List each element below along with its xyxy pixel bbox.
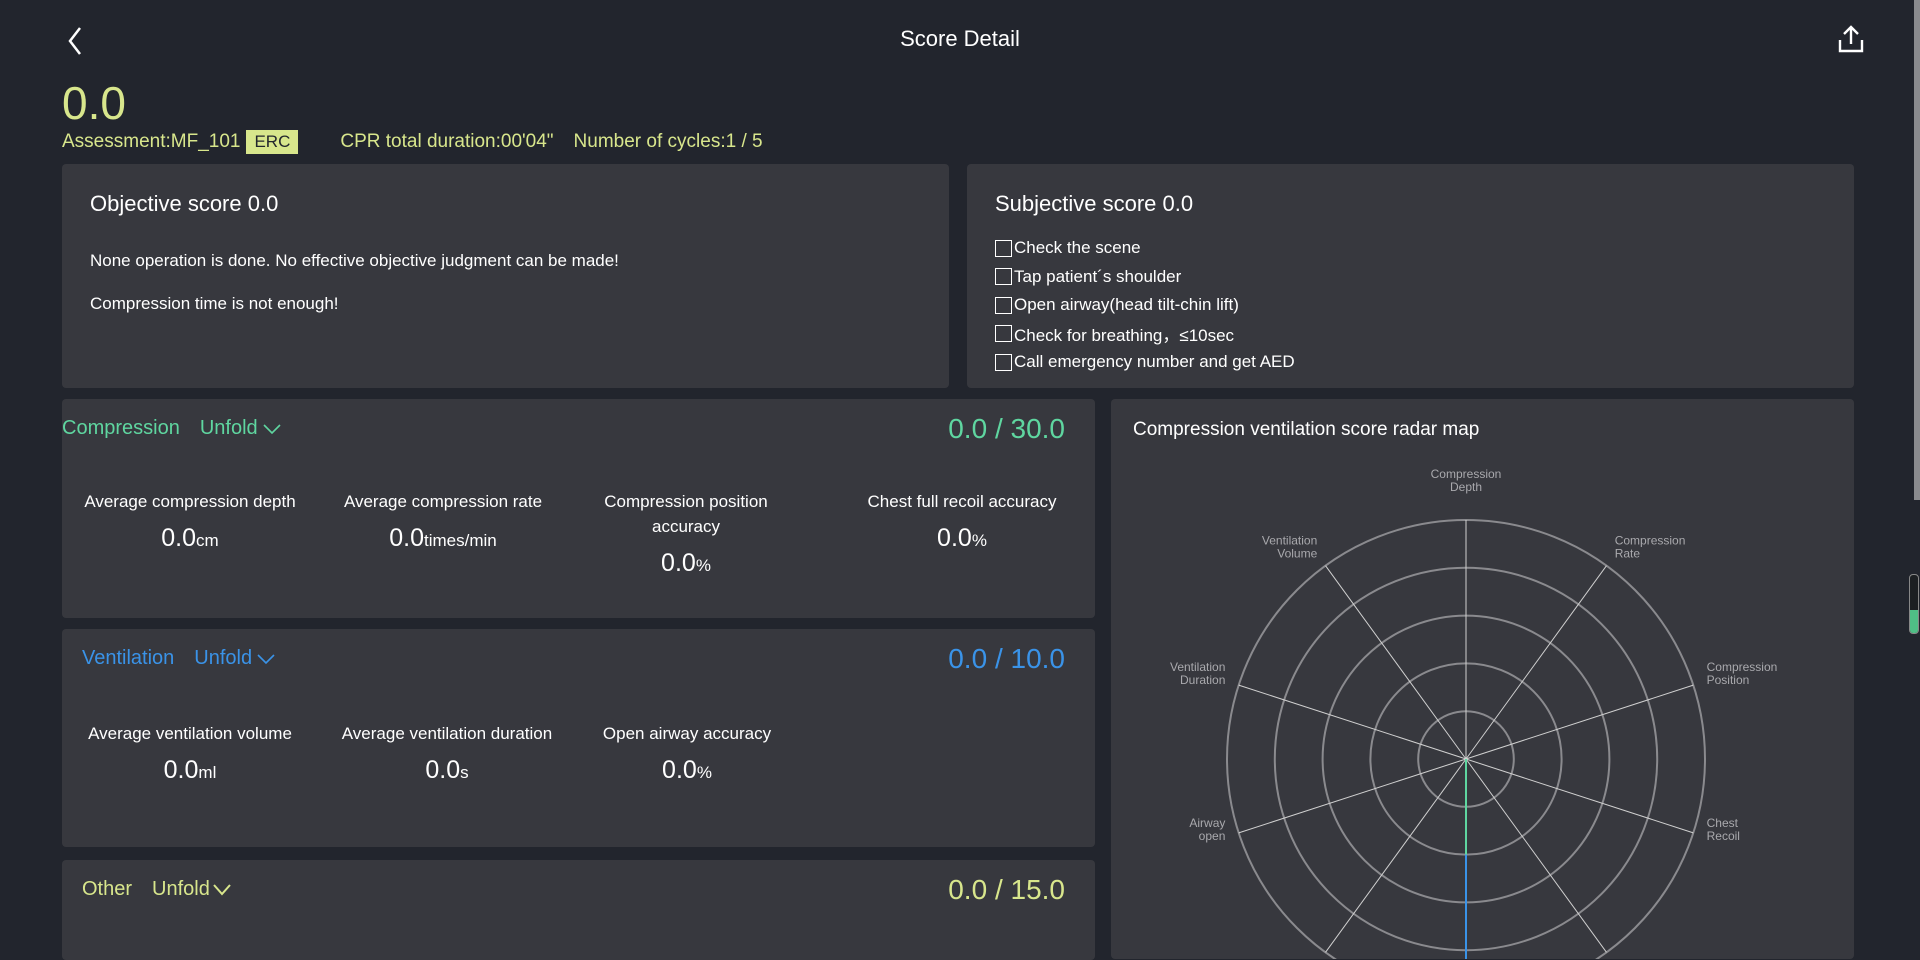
metric-compression-position: Compression position accuracy 0.0% [604, 492, 768, 577]
cpr-duration: CPR total duration:00'04" [340, 131, 554, 152]
chevron-down-icon [257, 653, 275, 664]
metric-ventilation-duration: Average ventilation duration 0.0s [341, 724, 553, 784]
radar-axis [1465, 758, 1607, 953]
objective-message: None operation is done. No effective obj… [90, 251, 619, 270]
objective-panel: Objective score 0.0 None operation is do… [62, 164, 949, 388]
cycles-count: Number of cycles:1 / 5 [573, 131, 763, 152]
radar-axis [1465, 684, 1694, 760]
subjective-item[interactable]: Check for breathing，≤10sec [995, 320, 1295, 349]
objective-message: Compression time is not enough! [90, 294, 339, 313]
compression-score: 0.0 / 30.0 [948, 413, 1065, 444]
ventilation-title: Ventilation [82, 647, 175, 669]
radar-axis-label: Ventilation Volume [1262, 533, 1318, 560]
checkbox[interactable] [995, 325, 1012, 343]
scrollbar-thumb[interactable] [1914, 0, 1920, 500]
subjective-item[interactable]: Call emergency number and get AED [995, 348, 1295, 377]
radar-axis [1465, 565, 1607, 760]
radar-title: Compression ventilation score radar map [1133, 419, 1480, 440]
ventilation-panel: Ventilation Unfold 0.0 / 10.0 Average ve… [62, 629, 1095, 847]
chevron-left-icon [68, 27, 81, 55]
subjective-item-label: Check the scene [1014, 238, 1141, 258]
checkbox[interactable] [995, 353, 1012, 371]
level-indicator-fill [1910, 609, 1918, 633]
unfold-label: Unfold [194, 647, 253, 669]
objective-title: Objective score 0.0 [90, 191, 279, 216]
radar-panel: Compression ventilation score radar map … [1111, 399, 1854, 959]
ventilation-unfold-button[interactable]: Unfold [194, 647, 276, 670]
unfold-label: Unfold [199, 417, 258, 439]
radar-axis-label: Compression Depth [1431, 467, 1502, 494]
metric-compression-rate: Average compression rate 0.0times/min [343, 492, 543, 552]
subjective-item-label: Call emergency number and get AED [1014, 352, 1295, 372]
chevron-down-icon [263, 423, 281, 434]
radar-axis-label: Chest Recoil [1707, 816, 1740, 843]
total-score: 0.0 [62, 77, 126, 129]
subjective-item[interactable]: Check the scene [995, 234, 1295, 263]
back-button[interactable] [66, 24, 88, 58]
subjective-item[interactable]: Tap patient´s shoulder [995, 263, 1295, 292]
subjective-item[interactable]: Open airway(head tilt-chin lift) [995, 291, 1295, 320]
radar-axis [1325, 758, 1467, 953]
metric-ventilation-volume: Average ventilation volume 0.0ml [88, 724, 292, 784]
subjective-item-label: Check for breathing，≤10sec [1014, 326, 1235, 346]
radar-chart: Compression Depth Compression Rate Compressi… [1170, 467, 1778, 959]
radar-axis-label: Ventilation Duration [1170, 660, 1225, 687]
chevron-down-icon [213, 883, 231, 896]
subjective-panel: Subjective score 0.0 Check the scene Tap… [967, 164, 1854, 388]
share-button[interactable] [1836, 24, 1866, 54]
radar-axis [1465, 758, 1694, 834]
assessment-label: Assessment:MF_101 [62, 131, 241, 152]
checkbox[interactable] [995, 268, 1012, 286]
other-unfold-button[interactable]: Unfold [152, 878, 232, 901]
level-indicator [1909, 574, 1919, 634]
other-panel: Other Unfold 0.0 / 15.0 [62, 860, 1095, 960]
metric-chest-recoil: Chest full recoil accuracy 0.0% [867, 492, 1057, 552]
subjective-title: Subjective score 0.0 [995, 191, 1194, 216]
share-upload-icon [1838, 25, 1864, 53]
radar-axis [1238, 684, 1467, 760]
other-title: Other [82, 878, 133, 900]
compression-panel: Compression Unfold 0.0 / 30.0 Average co… [62, 399, 1095, 618]
radar-axis-label: Compression Position [1707, 660, 1778, 687]
page-title: Score Detail [900, 26, 1020, 51]
checkbox[interactable] [995, 239, 1012, 257]
metric-open-airway: Open airway accuracy 0.0% [602, 724, 772, 784]
standard-badge: ERC [246, 130, 299, 154]
radar-axis-label: Compression Rate [1615, 533, 1686, 560]
metric-compression-depth: Average compression depth 0.0cm [84, 492, 296, 552]
ventilation-score: 0.0 / 10.0 [948, 643, 1065, 674]
other-score: 0.0 / 15.0 [948, 874, 1065, 905]
subjective-item-label: Tap patient´s shoulder [1014, 266, 1182, 286]
compression-unfold-button[interactable]: Unfold [200, 417, 282, 440]
unfold-label: Unfold [152, 878, 210, 900]
compression-title: Compression [62, 417, 180, 439]
subjective-item-label: Open airway(head tilt-chin lift) [1014, 295, 1239, 315]
radar-axis [1325, 565, 1467, 760]
radar-axis [1238, 758, 1467, 834]
assessment-info: Assessment:MF_101 ERC CPR total duration… [62, 130, 763, 154]
radar-axis-label: Airway open [1189, 816, 1225, 843]
checkbox[interactable] [995, 296, 1012, 314]
